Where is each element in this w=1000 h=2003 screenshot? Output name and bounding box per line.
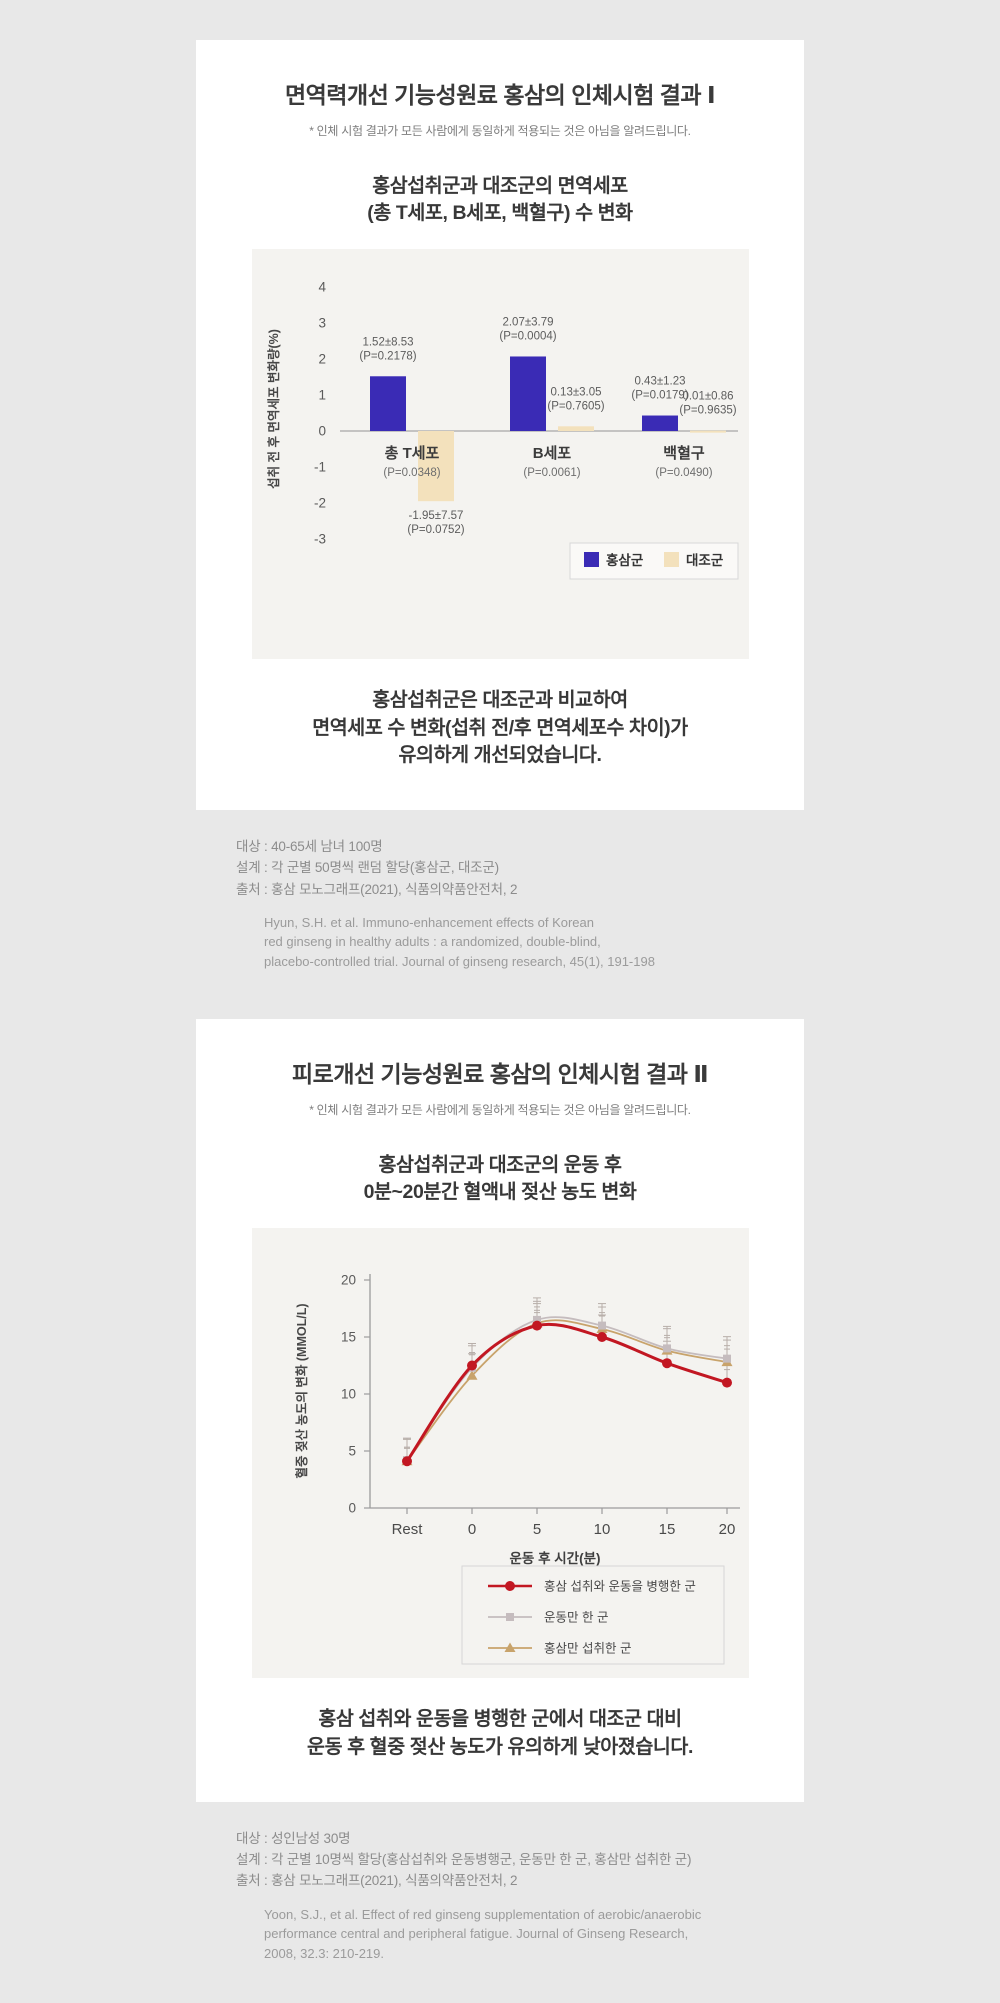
svg-text:운동만 한 군: 운동만 한 군 [544, 1611, 608, 1625]
svg-text:10: 10 [340, 1387, 355, 1402]
svg-text:(P=0.0752): (P=0.0752) [407, 524, 464, 536]
conclusion-line: 면역세포 수 변화(섭취 전/후 면역세포수 차이)가 [312, 716, 688, 739]
section2-meta: 대상 : 성인남성 30명 설계 : 각 군별 10명씩 할당(홍삼섭취와 운동… [0, 1828, 1000, 2003]
section1-meta: 대상 : 40-65세 남녀 100명 설계 : 각 군별 50명씩 랜덤 할당… [0, 836, 1000, 971]
svg-text:15: 15 [658, 1521, 675, 1538]
section2-disclaimer: * 인체 시험 결과가 모든 사람에게 동일하게 적용되는 것은 아님을 알려드… [309, 1103, 691, 1118]
svg-text:운동 후 시간(분): 운동 후 시간(분) [509, 1550, 600, 1566]
svg-text:(P=0.0179): (P=0.0179) [631, 389, 688, 401]
svg-text:1.52±8.53: 1.52±8.53 [362, 336, 413, 348]
chart-title-line: (총 T세포, B세포, 백혈구) 수 변화 [367, 201, 633, 224]
svg-text:0: 0 [348, 1501, 356, 1516]
svg-text:5: 5 [348, 1444, 356, 1459]
study-source: 출처 : 홍삼 모노그래프(2021), 식품의약품안전처, 2 [236, 881, 518, 897]
chart-title-line: 홍삼섭취군과 대조군의 운동 후 [378, 1154, 622, 1177]
svg-text:(P=0.0490): (P=0.0490) [655, 467, 712, 479]
immune-bar-chart: 섭취 전 후 면역세포 변화량(%) 4 3 2 1 0 -1 -2 -3 1.52±8.53 (P… [266, 279, 738, 580]
citation: Hyun, S.H. et al. Immuno-enhancement eff… [264, 913, 744, 972]
svg-text:백혈구: 백혈구 [663, 445, 705, 462]
svg-text:(P=0.0348): (P=0.0348) [383, 467, 440, 479]
section2-chart-title: 홍삼섭취군과 대조군의 운동 후 0분~20분간 혈액내 젖산 농도 변화 [196, 1152, 804, 1206]
svg-text:B세포: B세포 [532, 445, 571, 462]
immune-chart-box: 섭취 전 후 면역세포 변화량(%) 4 3 2 1 0 -1 -2 -3 1.52±8.53 (P… [251, 248, 749, 659]
section1-chart-title: 홍삼섭취군과 대조군의 면역세포 (총 T세포, B세포, 백혈구) 수 변화 [196, 173, 804, 227]
svg-text:총 T세포: 총 T세포 [384, 445, 439, 462]
svg-text:0.13±3.05: 0.13±3.05 [550, 386, 601, 398]
svg-text:대조군: 대조군 [686, 553, 724, 568]
chart-title-line: 홍삼섭취군과 대조군의 면역세포 [372, 175, 628, 197]
svg-text:(P=0.9635): (P=0.9635) [679, 404, 736, 416]
chart-title-line: 0분~20분간 혈액내 젖산 농도 변화 [363, 1181, 637, 1204]
svg-text:-1: -1 [313, 459, 325, 474]
citation-line: Yoon, S.J., et al. Effect of red ginseng… [264, 1906, 702, 1922]
citation-line: 2008, 32.3: 210-219. [264, 1945, 384, 1961]
svg-text:0.43±1.23: 0.43±1.23 [634, 375, 685, 387]
study-design: 설계 : 각 군별 10명씩 할당(홍삼섭취와 운동병행군, 운동만 한 군, … [236, 1851, 692, 1867]
study-target: 대상 : 성인남성 30명 [236, 1830, 351, 1846]
svg-text:(P=0.2178): (P=0.2178) [359, 350, 416, 362]
immunity-card: 면역력개선 기능성원료 홍삼의 인체시험 결과 Ⅰ * 인체 시험 결과가 모든… [196, 40, 804, 810]
svg-text:0.01±0.86: 0.01±0.86 [682, 390, 733, 402]
svg-text:홍삼만 섭취한 군: 홍삼만 섭취한 군 [544, 1642, 631, 1656]
section2-title: 피로개선 기능성원료 홍삼의 인체시험 결과 Ⅱ [292, 1061, 708, 1088]
svg-text:4: 4 [318, 279, 326, 294]
svg-text:1: 1 [318, 387, 326, 402]
svg-text:(P=0.0004): (P=0.0004) [499, 330, 556, 342]
study-design: 설계 : 각 군별 50명씩 랜덤 할당(홍삼군, 대조군) [236, 860, 499, 876]
conclusion-line: 홍삼섭취군은 대조군과 비교하여 [372, 688, 628, 711]
svg-text:3: 3 [318, 315, 326, 330]
page: 면역력개선 기능성원료 홍삼의 인체시험 결과 Ⅰ * 인체 시험 결과가 모든… [0, 40, 1000, 2003]
section1-title: 면역력개선 기능성원료 홍삼의 인체시험 결과 Ⅰ [284, 82, 716, 108]
svg-text:섭취 전 후 면역세포 변화량(%): 섭취 전 후 면역세포 변화량(%) [266, 329, 281, 489]
citation-line: Hyun, S.H. et al. Immuno-enhancement eff… [264, 914, 594, 930]
svg-text:-2: -2 [313, 495, 325, 510]
svg-text:0: 0 [318, 423, 326, 438]
svg-text:홍삼군: 홍삼군 [606, 552, 644, 568]
svg-text:2.07±3.79: 2.07±3.79 [502, 316, 553, 328]
svg-text:10: 10 [593, 1521, 610, 1538]
conclusion-line: 유의하게 개선되었습니다. [398, 744, 602, 767]
svg-text:20: 20 [718, 1521, 735, 1538]
lactate-chart-box: 0 5 10 15 20 Rest 0 5 10 15 20 운동 후 시간(분) 혈중 젖산 농도의 … [251, 1228, 749, 1679]
svg-text:5: 5 [532, 1521, 540, 1538]
study-target: 대상 : 40-65세 남녀 100명 [236, 838, 383, 854]
svg-text:(P=0.7605): (P=0.7605) [547, 400, 604, 412]
svg-text:Rest: Rest [391, 1521, 423, 1538]
svg-text:-3: -3 [313, 531, 325, 546]
svg-text:20: 20 [340, 1273, 355, 1288]
conclusion-line: 홍삼 섭취와 운동을 병행한 군에서 대조군 대비 [318, 1708, 682, 1731]
conclusion-line: 운동 후 혈중 젖산 농도가 유의하게 낮아졌습니다. [307, 1735, 693, 1758]
fatigue-card: 피로개선 기능성원료 홍삼의 인체시험 결과 Ⅱ * 인체 시험 결과가 모든 … [196, 1019, 804, 1802]
svg-text:0: 0 [467, 1521, 475, 1538]
svg-text:(P=0.0061): (P=0.0061) [523, 467, 580, 479]
study-info: 대상 : 성인남성 30명 설계 : 각 군별 10명씩 할당(홍삼섭취와 운동… [236, 1828, 1000, 1892]
lactate-line-chart: 0 5 10 15 20 Rest 0 5 10 15 20 운동 후 시간(분) 혈중 젖산 농도의 … [294, 1273, 740, 1665]
svg-text:-1.95±7.57: -1.95±7.57 [408, 510, 463, 522]
citation: Yoon, S.J., et al. Effect of red ginseng… [264, 1905, 744, 1964]
citation-line: red ginseng in healthy adults : a random… [264, 934, 601, 950]
section2-conclusion: 홍삼 섭취와 운동을 병행한 군에서 대조군 대비 운동 후 혈중 젖산 농도가… [196, 1706, 804, 1761]
svg-text:홍삼 섭취와 운동을 병행한 군: 홍삼 섭취와 운동을 병행한 군 [544, 1579, 696, 1594]
section1-disclaimer: * 인체 시험 결과가 모든 사람에게 동일하게 적용되는 것은 아님을 알려드… [309, 124, 691, 138]
study-source: 출처 : 홍삼 모노그래프(2021), 식품의약품안전처, 2 [236, 1873, 518, 1889]
citation-line: placebo-controlled trial. Journal of gin… [264, 953, 655, 969]
svg-text:혈중 젖산 농도의 변화 (MMOL/L): 혈중 젖산 농도의 변화 (MMOL/L) [294, 1304, 309, 1479]
study-info: 대상 : 40-65세 남녀 100명 설계 : 각 군별 50명씩 랜덤 할당… [236, 836, 1000, 900]
section1-conclusion: 홍삼섭취군은 대조군과 비교하여 면역세포 수 변화(섭취 전/후 면역세포수 … [196, 687, 804, 770]
svg-text:15: 15 [340, 1330, 355, 1345]
svg-text:2: 2 [318, 351, 326, 366]
citation-line: performance central and peripheral fatig… [264, 1926, 689, 1942]
